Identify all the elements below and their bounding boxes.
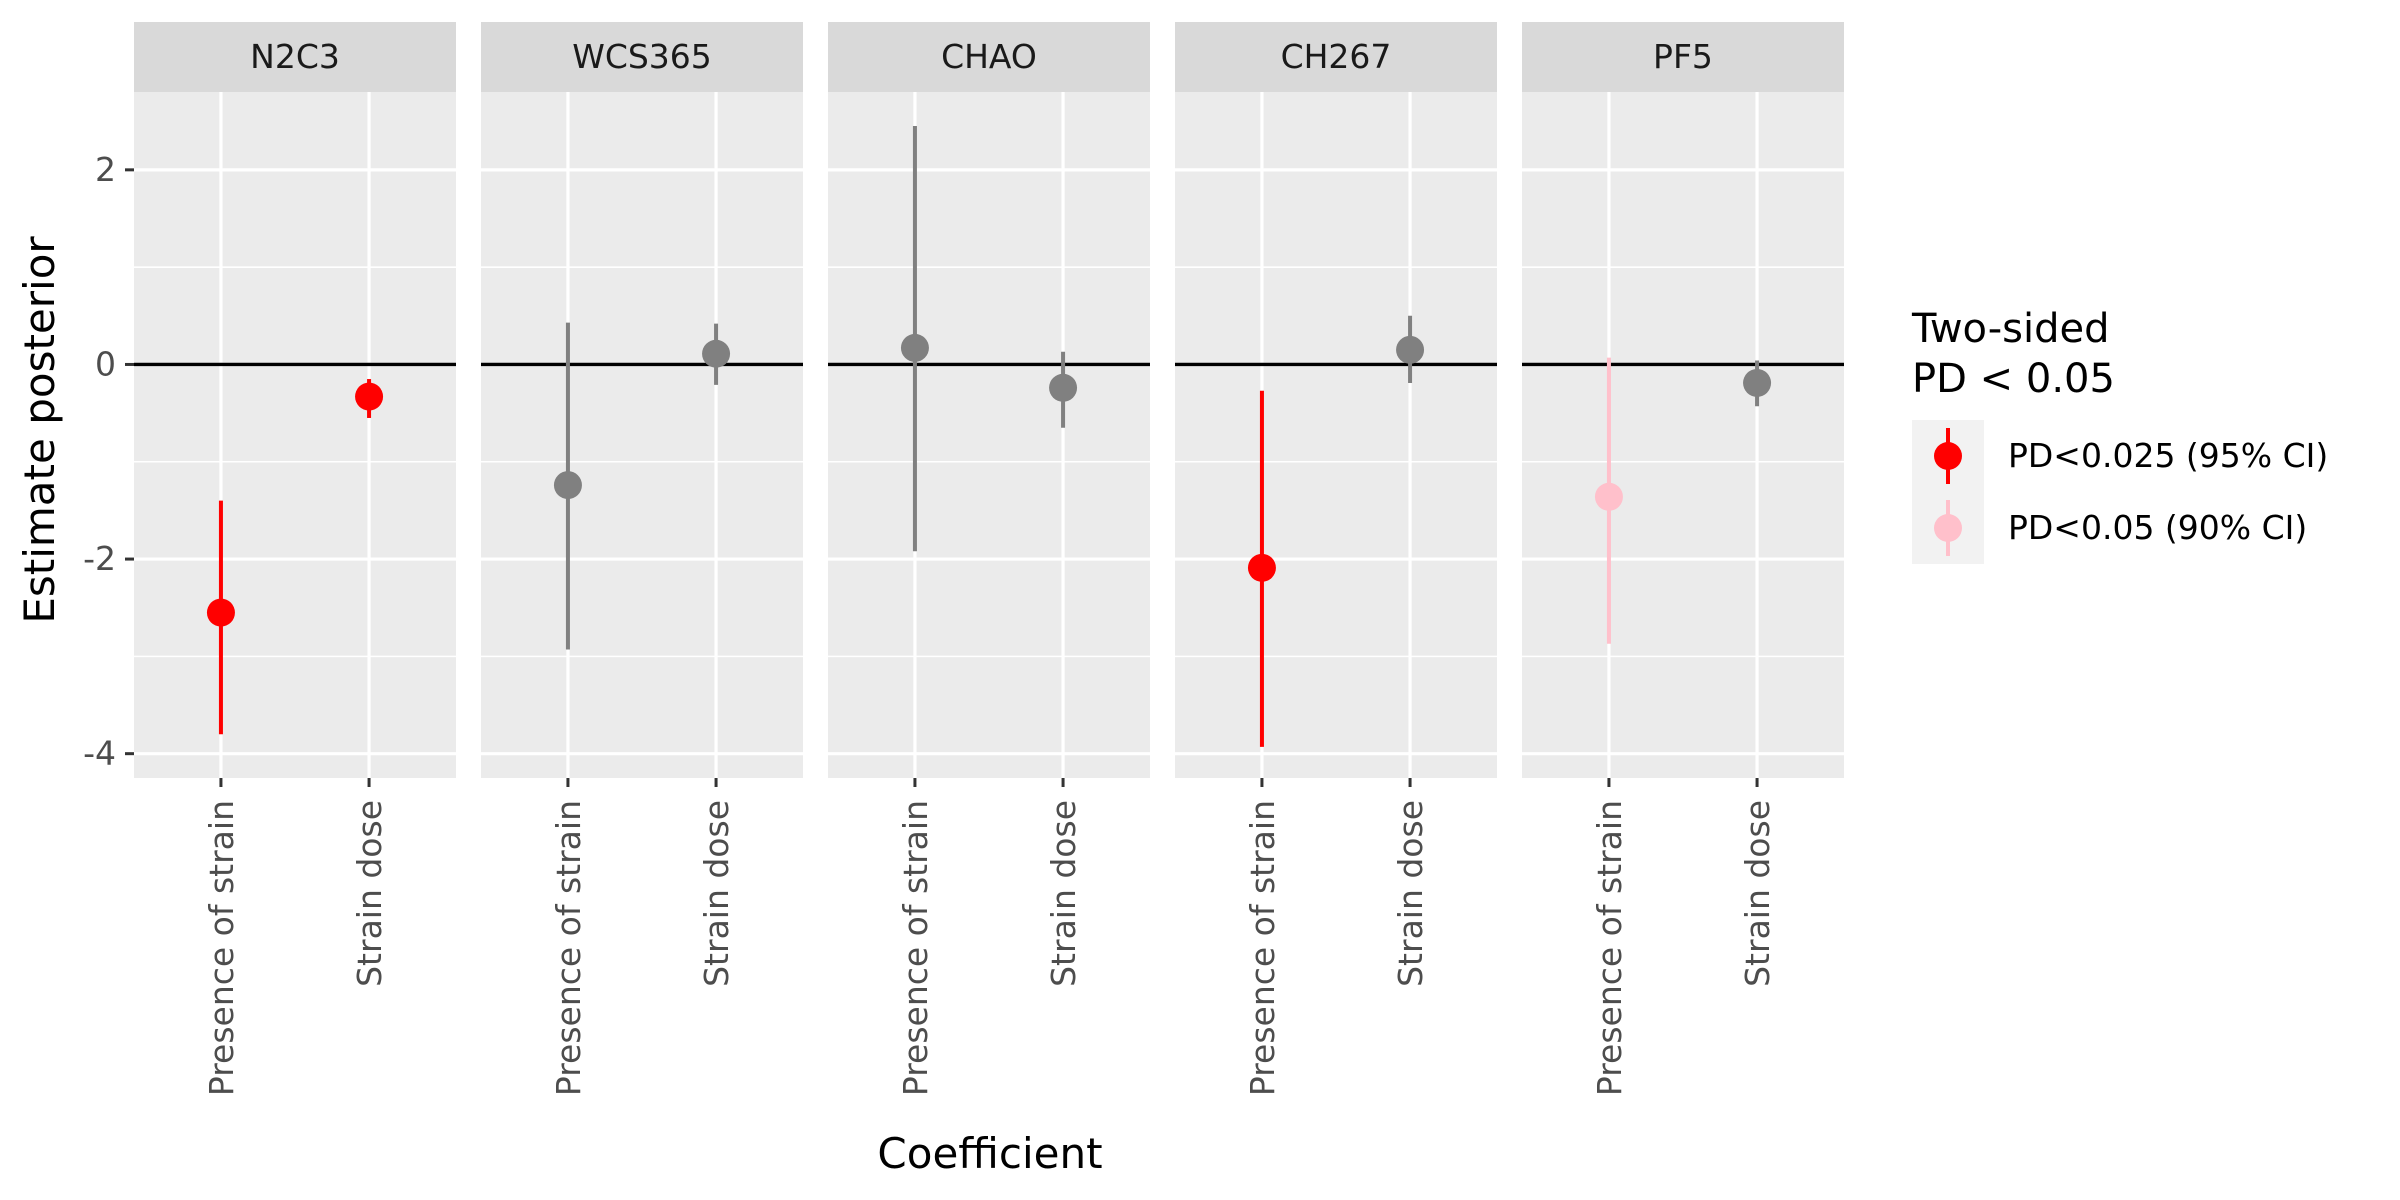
x-axis: Presence of strain Strain dose Presence of… bbox=[202, 778, 1777, 1096]
facet-strip bbox=[1175, 22, 1497, 92]
x-tick-label: Strain dose bbox=[1738, 800, 1777, 987]
y-tick-label: 0 bbox=[95, 344, 116, 383]
facet-strip bbox=[481, 22, 803, 92]
x-tick-label: Presence of strain bbox=[896, 800, 935, 1096]
estimate-point bbox=[702, 339, 731, 368]
panel-background bbox=[134, 92, 456, 778]
x-tick-label: Strain dose bbox=[1391, 800, 1430, 987]
y-tick-label: 2 bbox=[95, 150, 116, 189]
estimate-point bbox=[1049, 373, 1078, 402]
x-tick-label: Strain dose bbox=[350, 800, 389, 987]
panel-background bbox=[481, 92, 803, 778]
legend-title-line: PD < 0.05 bbox=[1912, 356, 2115, 402]
y-axis-title: Estimate posterior bbox=[15, 236, 64, 624]
panel-background bbox=[828, 92, 1150, 778]
legend-key-point bbox=[1934, 442, 1962, 470]
x-axis-title: Coefficient bbox=[877, 1129, 1102, 1178]
legend-key-point bbox=[1934, 514, 1962, 542]
x-tick-label: Presence of strain bbox=[1590, 800, 1629, 1096]
y-axis: -4 -2 0 2 bbox=[83, 150, 134, 773]
x-tick-label: Presence of strain bbox=[202, 800, 241, 1096]
facet-label: N2C3 bbox=[250, 37, 340, 76]
facet-label: PF5 bbox=[1653, 37, 1713, 76]
facet-strip bbox=[134, 22, 456, 92]
legend-entry-label: PD<0.05 (90% CI) bbox=[2008, 508, 2307, 547]
x-tick-label: Presence of strain bbox=[549, 800, 588, 1096]
panel-wcs365: WCS365 bbox=[481, 22, 803, 778]
legend-entry-label: PD<0.025 (95% CI) bbox=[2008, 436, 2328, 475]
y-tick-label: -4 bbox=[83, 734, 116, 773]
legend-title-line: Two-sided bbox=[1911, 306, 2110, 352]
panel-pf5: PF5 bbox=[1522, 22, 1844, 778]
panel-background bbox=[1522, 92, 1844, 778]
facet-label: CHAO bbox=[941, 37, 1037, 76]
estimate-point bbox=[1396, 335, 1425, 364]
facet-label: WCS365 bbox=[572, 37, 712, 76]
x-tick-label: Presence of strain bbox=[1243, 800, 1282, 1096]
estimate-point bbox=[355, 382, 384, 411]
facet-strip bbox=[1522, 22, 1844, 92]
panel-n2c3: N2C3 bbox=[134, 22, 456, 778]
panels-layer: N2C3 WCS365 CHAO CH267 PF5 bbox=[134, 22, 1844, 778]
estimate-point bbox=[553, 471, 582, 500]
x-tick-label: Strain dose bbox=[697, 800, 736, 987]
panel-ch267: CH267 bbox=[1175, 22, 1497, 778]
x-tick-label: Strain dose bbox=[1044, 800, 1083, 987]
estimate-point bbox=[900, 333, 929, 362]
panel-chao: CHAO bbox=[828, 22, 1150, 778]
facet-label: CH267 bbox=[1281, 37, 1392, 76]
y-tick-label: -2 bbox=[83, 539, 116, 578]
estimate-point bbox=[206, 598, 235, 627]
estimate-point bbox=[1743, 368, 1772, 397]
estimate-point bbox=[1594, 482, 1623, 511]
estimate-point bbox=[1247, 553, 1276, 582]
facet-strip bbox=[828, 22, 1150, 92]
panel-background bbox=[1175, 92, 1497, 778]
